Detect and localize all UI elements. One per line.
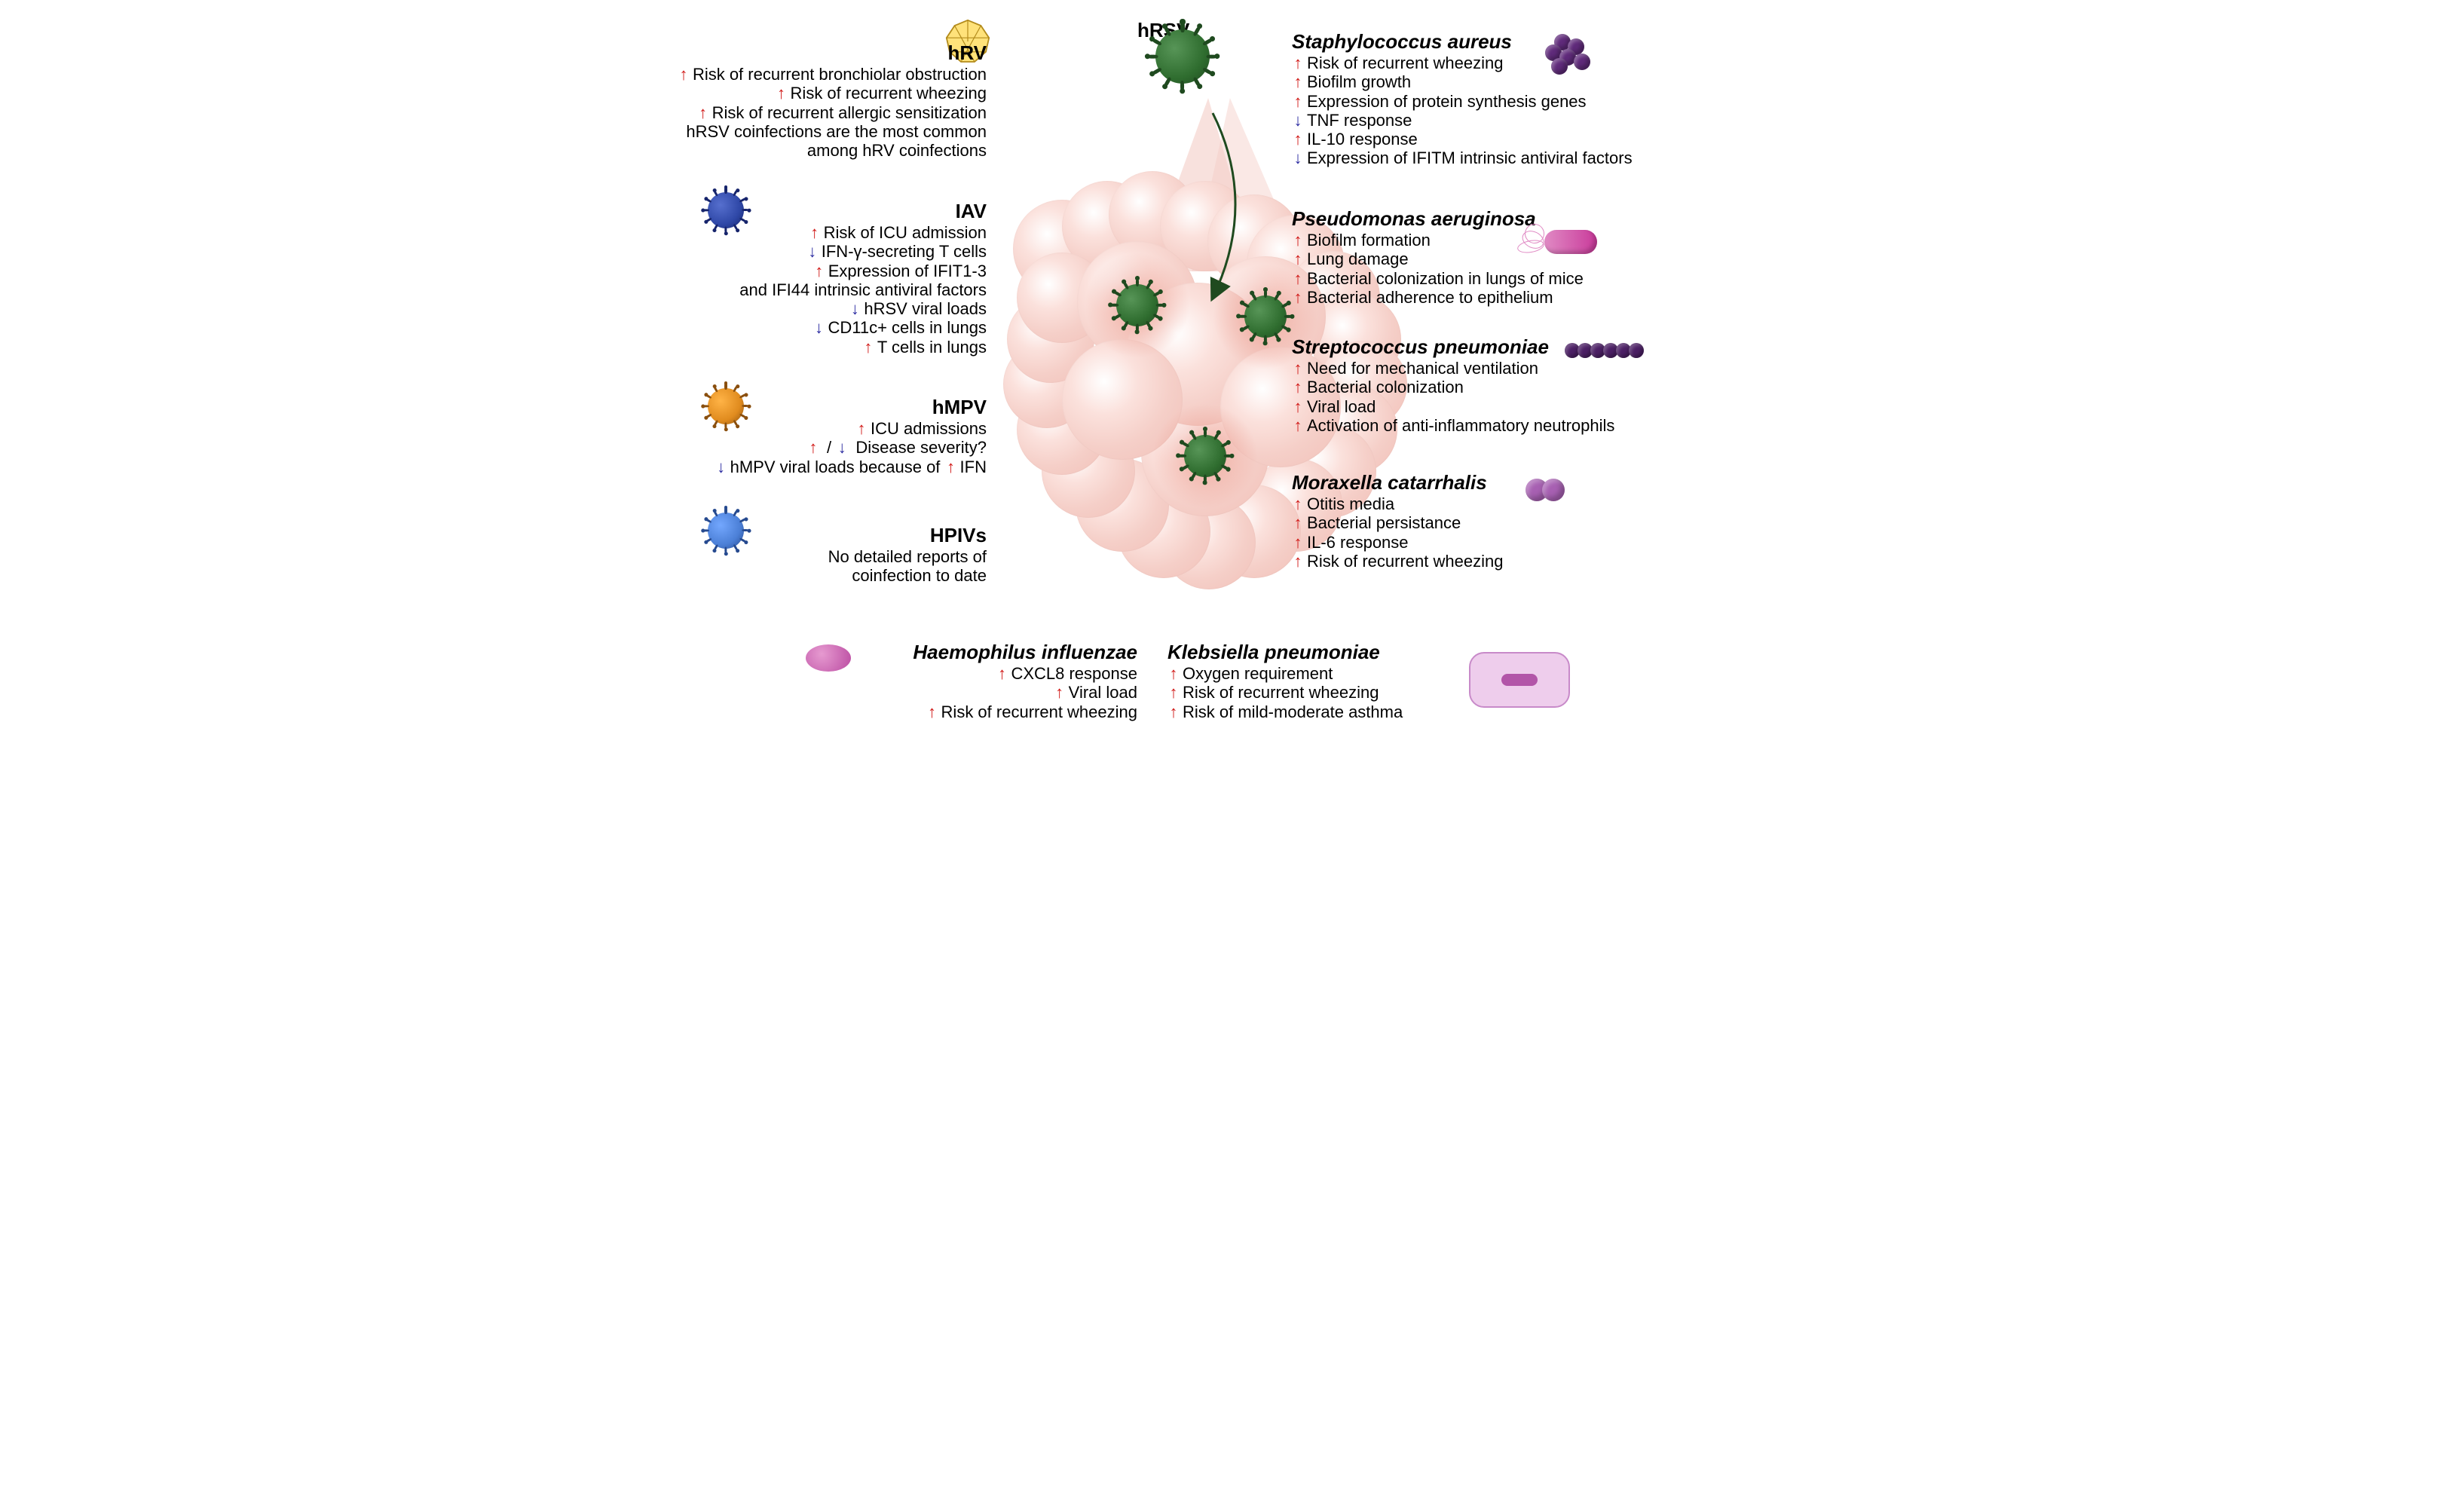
section-line: ↑Risk of recurrent wheezing <box>1292 54 1759 72</box>
section-line: ↑IL-6 response <box>1292 533 1759 552</box>
section-paer: Pseudomonas aeruginosa↑Biofilm formation… <box>1292 207 1759 307</box>
section-line: ↑Viral load <box>1292 397 1759 416</box>
iav-virus-icon <box>708 192 744 228</box>
section-line: ↑IL-10 response <box>1292 130 1759 148</box>
section-title: Haemophilus influenzae <box>851 641 1137 664</box>
section-line: ↑Risk of recurrent allergic sensitizatio… <box>655 103 987 122</box>
section-line: ↑Risk of recurrent bronchiolar obstructi… <box>655 65 987 84</box>
section-hinf: Haemophilus influenzae↑CXCL8 response↑Vi… <box>851 641 1137 721</box>
section-line: ↓IFN-γ-secreting T cells <box>655 242 987 261</box>
section-line: ↑Risk of recurrent wheezing <box>1167 683 1454 702</box>
section-saureus: Staphylococcus aureus↑Risk of recurrent … <box>1292 30 1759 168</box>
section-line: and IFI44 intrinsic antiviral factors <box>655 280 987 299</box>
section-line: ↑ / ↓ Disease severity? <box>655 438 987 457</box>
diagram-stage: hRSV hRV↑Risk of recurrent bronchiolar o… <box>610 0 1829 756</box>
strep-chain-icon <box>1567 343 1644 362</box>
section-line: ↑Bacterial colonization in lungs of mice <box>1292 269 1759 288</box>
section-line: ↑Oxygen requirement <box>1167 664 1454 683</box>
section-line: hRSV coinfections are the most common <box>655 122 987 141</box>
section-line: ↑Risk of recurrent wheezing <box>655 84 987 103</box>
section-line: ↓CD11c+ cells in lungs <box>655 318 987 337</box>
section-line: ↑Biofilm growth <box>1292 72 1759 91</box>
section-kpneu: Klebsiella pneumoniae↑Oxygen requirement… <box>1167 641 1454 721</box>
section-line: ↑Expression of IFIT1-3 <box>655 262 987 280</box>
section-line: ↑Risk of recurrent wheezing <box>1292 552 1759 571</box>
section-line: ↑Need for mechanical ventilation <box>1292 359 1759 378</box>
section-line: ↑Risk of ICU admission <box>655 223 987 242</box>
section-line: ↑ICU admissions <box>655 419 987 438</box>
section-title: hRV <box>655 41 987 65</box>
section-line: ↑T cells in lungs <box>655 338 987 357</box>
section-line: ↑Risk of mild-moderate asthma <box>1167 702 1454 721</box>
section-spneu: Streptococcus pneumoniae↑Need for mechan… <box>1292 335 1759 435</box>
section-line: among hRV coinfections <box>655 141 987 160</box>
hpiv-virus-icon <box>708 513 744 549</box>
section-line: ↑Bacterial adherence to epithelium <box>1292 288 1759 307</box>
section-title: Staphylococcus aureus <box>1292 30 1759 54</box>
section-title: Klebsiella pneumoniae <box>1167 641 1454 664</box>
haemophilus-oval-icon <box>806 644 851 672</box>
klebsiella-capsule-icon <box>1469 652 1570 708</box>
section-line: ↑Bacterial persistance <box>1292 513 1759 532</box>
section-line: ↑CXCL8 response <box>851 664 1137 683</box>
section-line: ↑Activation of anti-inflammatory neutrop… <box>1292 416 1759 435</box>
section-line: ↑Expression of protein synthesis genes <box>1292 92 1759 111</box>
section-line: ↑Bacterial colonization <box>1292 378 1759 396</box>
section-hrv: hRV↑Risk of recurrent bronchiolar obstru… <box>655 41 987 160</box>
section-line: ↑Risk of recurrent wheezing <box>851 702 1137 721</box>
moraxella-diplococcus-icon <box>1526 479 1565 505</box>
section-line: ↑Viral load <box>851 683 1137 702</box>
hmpv-virus-icon <box>708 388 744 424</box>
section-title: Streptococcus pneumoniae <box>1292 335 1759 359</box>
section-line: ↓TNF response <box>1292 111 1759 130</box>
staph-grape-icon <box>1541 34 1593 75</box>
section-line: ↓hMPV viral loads because of ↑IFN <box>655 458 987 476</box>
section-title: Pseudomonas aeruginosa <box>1292 207 1759 231</box>
section-line: ↓Expression of IFITM intrinsic antiviral… <box>1292 148 1759 167</box>
section-line: No detailed reports of <box>655 547 987 566</box>
section-line: coinfection to date <box>655 566 987 585</box>
section-line: ↓hRSV viral loads <box>655 299 987 318</box>
